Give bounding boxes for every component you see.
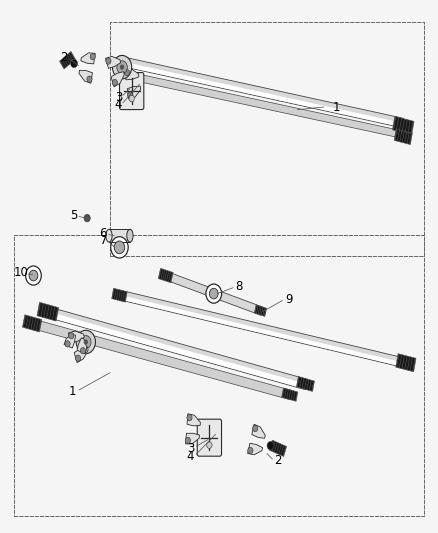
- Polygon shape: [79, 70, 92, 83]
- Circle shape: [29, 270, 38, 281]
- Text: 3: 3: [187, 442, 194, 455]
- Circle shape: [84, 214, 90, 222]
- Circle shape: [84, 340, 88, 345]
- Polygon shape: [106, 56, 121, 68]
- Circle shape: [87, 76, 92, 83]
- Circle shape: [253, 425, 258, 432]
- Polygon shape: [269, 440, 286, 456]
- Text: 5: 5: [71, 209, 78, 222]
- Text: 8: 8: [235, 280, 242, 293]
- Circle shape: [129, 95, 134, 102]
- Polygon shape: [252, 424, 265, 438]
- Circle shape: [81, 336, 91, 349]
- Text: 2: 2: [60, 51, 68, 64]
- Polygon shape: [158, 268, 173, 282]
- Circle shape: [75, 355, 81, 361]
- Polygon shape: [392, 116, 414, 135]
- Polygon shape: [118, 70, 403, 139]
- Text: 10: 10: [14, 266, 28, 279]
- Text: 7: 7: [99, 235, 107, 247]
- Text: 1: 1: [69, 385, 77, 398]
- Polygon shape: [77, 338, 87, 354]
- Polygon shape: [22, 315, 42, 332]
- Circle shape: [80, 348, 85, 354]
- Polygon shape: [118, 56, 403, 128]
- Polygon shape: [81, 53, 95, 64]
- FancyBboxPatch shape: [109, 229, 130, 242]
- Circle shape: [187, 415, 192, 421]
- Polygon shape: [118, 290, 406, 368]
- Text: 3: 3: [115, 92, 122, 104]
- Polygon shape: [396, 353, 416, 372]
- Text: 1: 1: [333, 101, 341, 114]
- Circle shape: [69, 333, 74, 339]
- Polygon shape: [46, 306, 307, 390]
- Polygon shape: [282, 388, 298, 401]
- Ellipse shape: [127, 229, 133, 242]
- Text: 4: 4: [115, 98, 122, 111]
- Text: 9: 9: [285, 293, 293, 306]
- Polygon shape: [111, 71, 124, 87]
- Circle shape: [25, 266, 41, 285]
- Circle shape: [120, 64, 124, 70]
- Circle shape: [206, 284, 222, 303]
- Circle shape: [117, 61, 127, 74]
- Polygon shape: [46, 311, 307, 389]
- Polygon shape: [124, 69, 139, 80]
- Polygon shape: [37, 302, 59, 321]
- Ellipse shape: [106, 229, 112, 242]
- Polygon shape: [165, 271, 263, 315]
- Polygon shape: [30, 319, 292, 400]
- Text: 4: 4: [187, 450, 194, 463]
- Polygon shape: [74, 347, 88, 362]
- Polygon shape: [127, 86, 141, 99]
- Circle shape: [209, 288, 218, 299]
- Circle shape: [76, 330, 95, 354]
- Polygon shape: [60, 52, 75, 69]
- Circle shape: [124, 69, 130, 76]
- Circle shape: [65, 341, 70, 347]
- Polygon shape: [68, 331, 85, 343]
- Circle shape: [112, 79, 117, 86]
- Polygon shape: [297, 376, 314, 391]
- Polygon shape: [118, 61, 403, 127]
- Circle shape: [71, 59, 78, 68]
- Circle shape: [113, 55, 132, 79]
- Circle shape: [248, 447, 253, 454]
- Circle shape: [267, 441, 274, 450]
- Circle shape: [207, 442, 212, 448]
- Polygon shape: [112, 288, 127, 302]
- Circle shape: [111, 237, 128, 258]
- FancyBboxPatch shape: [120, 72, 144, 110]
- Polygon shape: [394, 129, 412, 144]
- Polygon shape: [118, 295, 406, 367]
- Circle shape: [114, 241, 125, 254]
- Text: 2: 2: [274, 454, 282, 467]
- Circle shape: [90, 53, 95, 60]
- Circle shape: [185, 437, 191, 443]
- Text: 6: 6: [99, 227, 107, 239]
- Polygon shape: [254, 305, 267, 317]
- Polygon shape: [247, 443, 262, 455]
- Polygon shape: [187, 414, 200, 426]
- Polygon shape: [64, 334, 75, 348]
- Polygon shape: [186, 433, 199, 444]
- FancyBboxPatch shape: [197, 419, 222, 456]
- Circle shape: [127, 92, 133, 98]
- Circle shape: [106, 58, 111, 64]
